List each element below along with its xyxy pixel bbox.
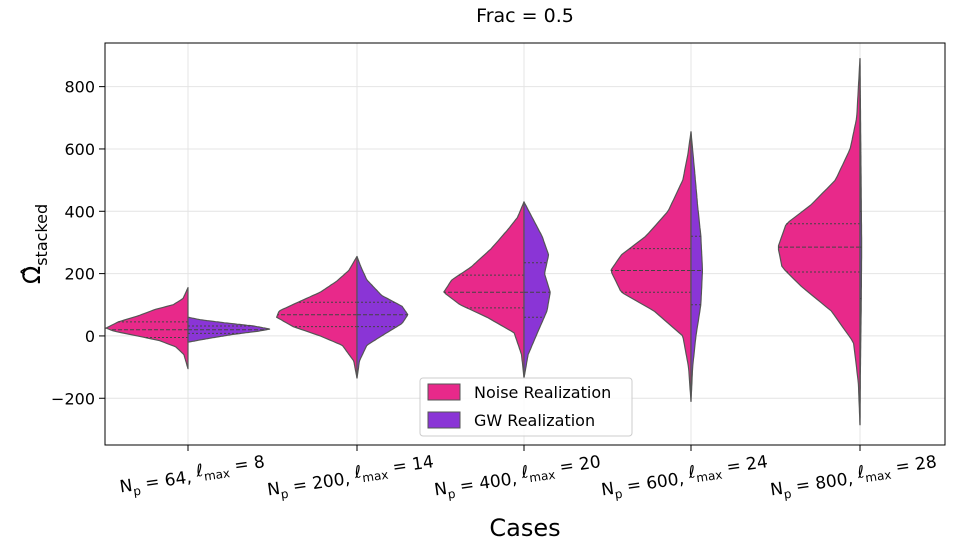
y-axis-ticks: −200 0 200 400 600 800 <box>51 78 105 408</box>
y-tick-label: 0 <box>85 327 95 346</box>
x-tick-label-subscript: max <box>695 468 723 486</box>
x-tick-label-subscript: p <box>280 487 289 502</box>
legend-frame <box>419 377 633 437</box>
x-tick-label-part: N <box>433 479 448 501</box>
x-tick-label-part: ℓ <box>519 462 530 483</box>
y-axis-label-subscript: stacked <box>32 204 51 266</box>
x-tick-label-part: N <box>600 479 615 501</box>
violin-noise-1 <box>276 255 358 379</box>
plot-frame <box>104 42 946 446</box>
legend-label-noise: Noise Realization <box>474 383 611 402</box>
legend: Noise Realization GW Realization <box>419 377 633 437</box>
x-tick-label-subscript: max <box>864 468 892 486</box>
x-tick-label-subscript: max <box>203 466 231 484</box>
y-axis-label-main: Ω̂ <box>18 266 46 284</box>
violin-gw-4 <box>859 58 863 426</box>
y-tick-label: 800 <box>64 78 95 97</box>
x-tick-label-part: N <box>118 476 133 498</box>
violin-noise-4 <box>777 58 861 426</box>
y-tick-label: 200 <box>64 265 95 284</box>
y-tick-label: 400 <box>64 202 95 221</box>
x-tick-label-part: ℓ <box>194 461 205 482</box>
legend-swatch-noise <box>427 383 461 401</box>
violin-gw-1 <box>356 255 409 379</box>
x-tick-label-subscript: p <box>447 487 456 502</box>
x-tick-label-part: ℓ <box>686 462 697 483</box>
violin-gw-2 <box>523 201 551 379</box>
x-tick-label-part: ℓ <box>855 462 866 483</box>
legend-swatch-gw <box>427 411 461 429</box>
x-tick-label-subscript: max <box>361 468 389 486</box>
violin-noise-2 <box>443 201 525 379</box>
x-tick-label-subscript: p <box>783 487 792 502</box>
x-axis-label: Cases <box>489 514 560 542</box>
x-tick-label-subscript: max <box>528 468 556 486</box>
x-tick-label-part: ℓ <box>352 462 363 483</box>
violin-noise-0 <box>105 287 189 370</box>
violin-noise-3 <box>610 131 692 402</box>
chart-title: Frac = 0.5 <box>476 5 574 27</box>
y-axis-label: Ω̂stacked <box>18 204 51 284</box>
violin-gw-0 <box>187 316 271 343</box>
violin-layer <box>105 58 863 426</box>
y-tick-label: −200 <box>51 389 95 408</box>
x-tick-label-part: = 8 <box>228 452 266 477</box>
x-tick-label-part: N <box>769 479 784 501</box>
violin-gw-3 <box>690 131 703 402</box>
x-tick-label-subscript: p <box>614 487 623 502</box>
x-tick-label-subscript: p <box>132 484 141 499</box>
legend-label-gw: GW Realization <box>474 411 595 430</box>
x-tick-label-part: N <box>266 479 281 501</box>
y-tick-label: 600 <box>64 140 95 159</box>
